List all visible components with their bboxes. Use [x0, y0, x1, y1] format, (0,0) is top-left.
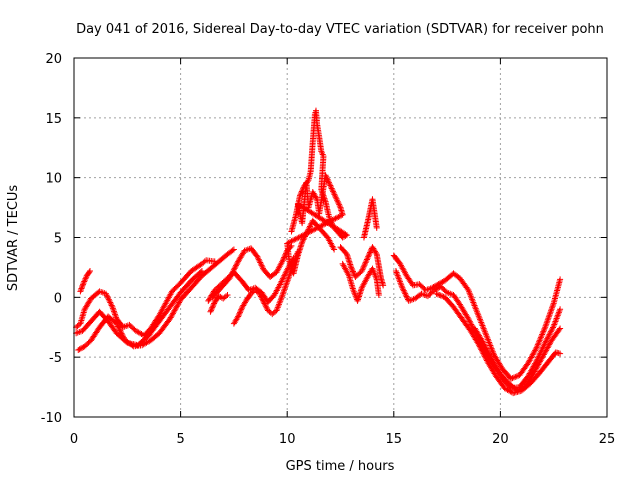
x-tick-label: 25 — [599, 432, 616, 447]
marker-series-track-f — [205, 254, 297, 306]
chart-title: Day 041 of 2016, Sidereal Day-to-day VTE… — [76, 22, 604, 37]
tick-labels: 0 5 10 15 20 25 -10 -5 0 5 10 15 20 — [41, 52, 616, 447]
marker-series-track-d — [77, 268, 93, 295]
y-tick-label: -10 — [41, 411, 62, 426]
y-tick-label: 0 — [54, 291, 62, 306]
x-tick-label: 20 — [492, 432, 509, 447]
marker-series-peak-cluster — [284, 107, 350, 277]
data-markers — [73, 107, 564, 397]
y-axis-label: SDTVAR / TECUs — [6, 185, 21, 292]
x-axis-label: GPS time / hours — [286, 459, 395, 474]
marker-series-track-h — [230, 248, 301, 327]
marker-series-track-j — [339, 260, 382, 304]
marker-series-track-i — [337, 244, 387, 289]
marker-series-track-g — [207, 291, 231, 315]
marker-series-track-a — [73, 257, 218, 339]
x-tick-label: 10 — [279, 432, 296, 447]
y-tick-label: 5 — [54, 232, 62, 247]
marker-series-track-c — [73, 268, 205, 349]
marker-series-track-o — [471, 325, 564, 394]
y-tick-label: 10 — [45, 172, 62, 187]
x-tick-label: 0 — [70, 432, 78, 447]
y-tick-label: 15 — [45, 112, 62, 127]
x-tick-label: 5 — [176, 432, 184, 447]
y-tick-label: 20 — [45, 52, 62, 67]
x-tick-label: 15 — [386, 432, 403, 447]
plot-frame — [73, 57, 608, 418]
y-tick-label: -5 — [49, 351, 62, 366]
marker-series-track-k — [360, 196, 380, 241]
marker-series-track-l — [390, 252, 564, 382]
